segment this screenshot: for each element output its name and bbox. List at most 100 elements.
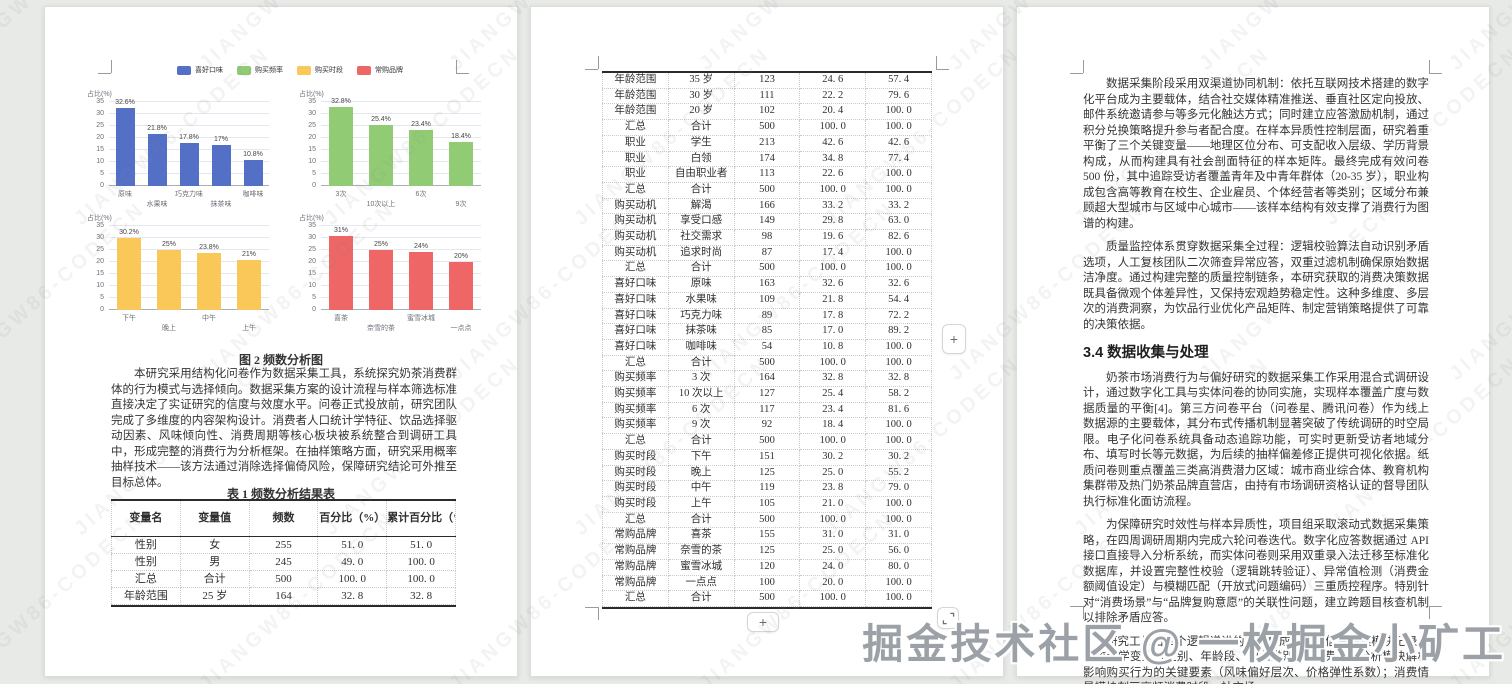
y-axis-tick: 5 (312, 170, 316, 177)
table-cell: 23. 8 (799, 480, 867, 497)
table-cell: 20 岁 (668, 103, 735, 121)
y-axis-tick: 25 (96, 122, 104, 129)
table-cell: 合计 (668, 590, 735, 607)
table-cell: 100. 0 (865, 417, 932, 435)
bar (449, 141, 473, 186)
table-cell: 57. 4 (865, 73, 932, 89)
table-row: 购买时段 下午 151 30. 2 30. 2 (602, 449, 932, 466)
table-row: 购买动机 追求时尚 87 17. 4 100. 0 (602, 245, 932, 262)
table-cell: 22. 2 (799, 88, 867, 105)
x-axis-label: 3次 (335, 191, 347, 198)
table-cell: 100. 0 (799, 512, 867, 529)
table-cell: 汇总 (602, 512, 669, 529)
table-row: 购买时段 晚上 125 25. 0 55. 2 (602, 465, 932, 482)
table-cell: 42. 6 (799, 135, 867, 152)
table-cell: 164 (249, 587, 319, 605)
table-cell: 上午 (668, 496, 735, 513)
table-cell: 100. 0 (865, 433, 932, 450)
table-cell: 购买频率 (602, 402, 669, 419)
table-cell: 100. 0 (865, 260, 932, 278)
y-axis-tick: 0 (312, 306, 316, 313)
table-cell: 500 (734, 512, 801, 529)
y-axis-tick: 25 (308, 122, 316, 129)
page-2: 年龄范围 35 岁 123 24. 6 57. 4 年龄范围 30 岁 111 22. 2 79.… (530, 6, 1004, 677)
grid-line (109, 125, 269, 126)
table-cell: 喜好口味 (602, 308, 669, 325)
expand-icon (942, 612, 954, 624)
table-row: 常购品牌 奈雪的茶 125 25. 0 56. 0 (602, 543, 932, 560)
table-cell: 职业 (602, 135, 669, 152)
table-cell: 58. 2 (865, 386, 932, 403)
expand-table-button[interactable] (937, 607, 959, 629)
table-cell: 42. 6 (865, 135, 932, 152)
table-cell: 100. 0 (317, 570, 388, 588)
bar (179, 143, 199, 186)
table-cell: 年龄范围 (602, 88, 669, 105)
table-cell: 原味 (668, 276, 735, 293)
table-cell: 33. 2 (799, 198, 867, 215)
grid-line (109, 225, 269, 226)
paragraph: 奶茶市场消费行为与偏好研究的数据采集工作采用混合式调研设计，通过数字化工具与实体… (1083, 371, 1429, 508)
table-cell: 80. 0 (865, 559, 932, 576)
table-cell: 100. 0 (865, 496, 932, 513)
table-cell: 51. 0 (317, 536, 388, 554)
table-cell: 咖啡味 (668, 339, 735, 356)
table-cell: 合计 (668, 260, 735, 278)
bar (329, 107, 353, 186)
table-row: 购买动机 解渴 166 33. 2 33. 2 (602, 198, 932, 215)
paragraph: 为保障研究时效性与样本异质性，项目组采取滚动式数据采集策略，在四周调研周期内完成… (1083, 519, 1429, 624)
add-column-button[interactable]: + (942, 324, 966, 354)
grid-line (321, 249, 481, 250)
column-header: 变量值 (180, 501, 250, 537)
table-cell: 合计 (668, 119, 735, 136)
y-axis-tick: 35 (96, 98, 104, 105)
table-cell: 17. 0 (799, 323, 867, 340)
table-row: 喜好口味 水果味 109 21. 8 54. 4 (602, 292, 932, 309)
table-row: 常购品牌 喜茶 155 31. 0 31. 0 (602, 527, 932, 545)
y-axis-tick: 35 (308, 98, 316, 105)
y-axis-tick: 10 (96, 158, 104, 165)
table-cell: 166 (734, 198, 801, 215)
table-cell: 喜好口味 (602, 276, 669, 293)
table-cell: 163 (734, 276, 801, 293)
table-cell: 32. 8 (317, 587, 388, 605)
x-axis-label: 巧克力味 (175, 191, 203, 198)
bar (369, 125, 393, 186)
table-cell: 年龄范围 (111, 587, 181, 605)
table-cell: 购买时段 (602, 449, 669, 466)
x-axis-label: 6次 (415, 191, 427, 198)
table-cell: 追求时尚 (668, 245, 735, 262)
chart-flavor-preference: 占比(%) 32.6% 21.8% 17.8% 17% 10.8% 0 5 10 15 20 25 30… (85, 89, 283, 211)
bar-value-label: 23.8% (199, 243, 219, 251)
y-axis-tick: 10 (308, 282, 316, 289)
table-row: 汇总 合计 500 100. 0 100. 0 (602, 182, 932, 199)
table-row: 职业 自由职业者 113 22. 6 100. 0 (602, 166, 932, 183)
table-row: 喜好口味 巧克力味 89 17. 8 72. 2 (602, 308, 932, 325)
table-row: 性别女 255 51. 0 51. 0 (111, 536, 456, 554)
table-cell: 汇总 (602, 119, 669, 136)
y-axis-tick: 10 (308, 158, 316, 165)
table-cell: 89. 2 (865, 323, 932, 340)
table-cell: 中午 (668, 480, 735, 497)
y-axis-tick: 0 (312, 182, 316, 189)
bar (409, 129, 433, 186)
table-cell: 汇总 (602, 590, 669, 607)
table-cell: 100. 0 (865, 166, 932, 183)
legend-label: 喜好口味 (195, 67, 223, 74)
table-cell: 自由职业者 (668, 166, 735, 183)
grid-line (321, 261, 481, 262)
bar (237, 259, 261, 310)
legend-label: 购买频率 (255, 67, 283, 74)
table-cell: 购买时段 (602, 480, 669, 497)
add-row-button[interactable]: + (747, 612, 779, 632)
table-cell: 汇总 (602, 182, 669, 199)
bar-value-label: 17% (213, 136, 228, 144)
table-cell: 100. 0 (865, 512, 932, 529)
table-cell: 100. 0 (386, 570, 456, 588)
table-cell: 男 (180, 553, 250, 571)
table-row: 汇总 合计 500 100. 0 100. 0 (602, 590, 932, 607)
table-row: 购买频率 10 次以上 127 25. 4 58. 2 (602, 386, 932, 403)
grid-line (321, 101, 481, 102)
table-cell: 120 (734, 559, 801, 576)
table-cell: 汇总 (111, 570, 181, 588)
